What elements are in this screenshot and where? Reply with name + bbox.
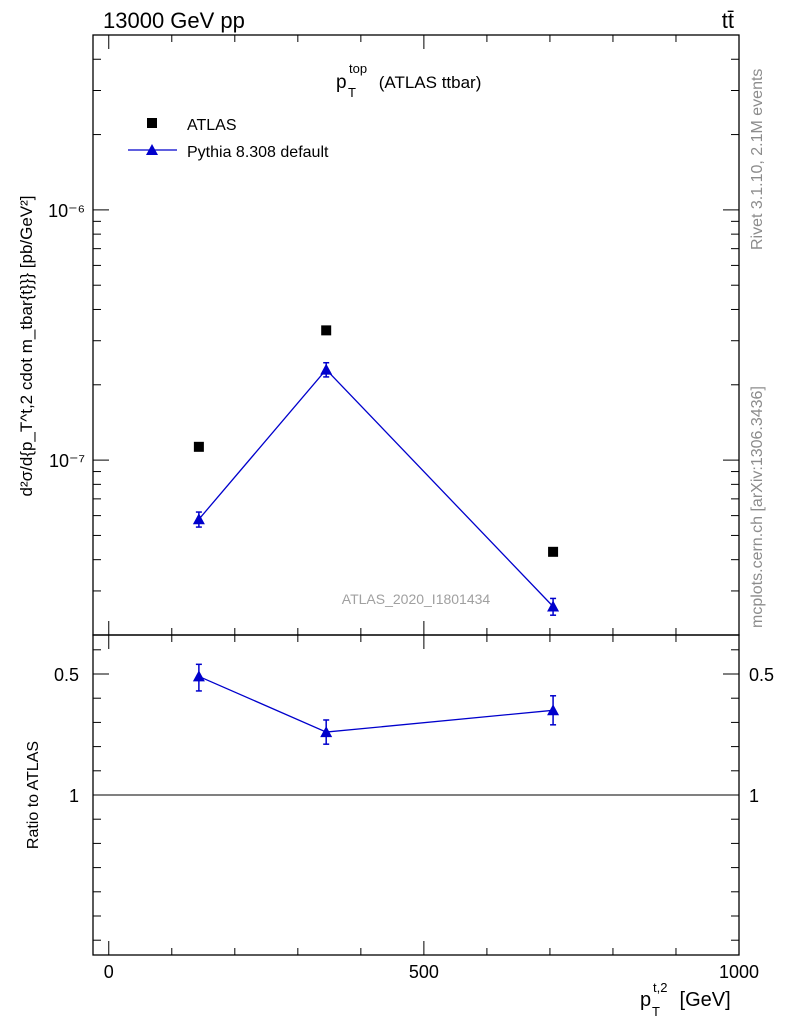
analysis-watermark: ATLAS_2020_I1801434	[342, 591, 491, 607]
x-tick-label: 1000	[719, 962, 759, 982]
chart-title: p T top (ATLAS ttbar)	[336, 61, 481, 100]
header-left: 13000 GeV pp	[103, 8, 245, 33]
ratio-y-tick-label-right: 0.5	[749, 665, 774, 685]
xlabel-main: p	[640, 989, 651, 1011]
legend-pythia-label: Pythia 8.308 default	[187, 144, 329, 161]
title-sup: top	[349, 61, 367, 76]
main-panel: 10⁻⁷ 10⁻⁶ p T top (ATLAS ttbar) ATLAS Pyt…	[17, 34, 740, 636]
pythia-point	[320, 363, 333, 375]
ratio-point	[320, 726, 333, 738]
atlas-point	[321, 325, 332, 336]
ratio-point	[192, 670, 205, 682]
ratio-frame	[92, 634, 740, 956]
pythia-line	[198, 368, 554, 607]
ratio-y-tick-label: 1	[69, 786, 79, 806]
main-data-marks	[192, 325, 560, 616]
legend-atlas-label: ATLAS	[187, 117, 237, 134]
main-y-label: d²σ/d{p_T^t,2 cdot m_tbar{t}}} [pb/GeV²]	[17, 195, 36, 496]
rivet-label: Rivet 3.1.10, 2.1M events	[749, 69, 766, 250]
title-sub: T	[348, 85, 356, 100]
header-right: tt̄	[722, 8, 734, 33]
atlas-point	[193, 441, 204, 452]
atlas-point	[548, 546, 559, 557]
title-rest: (ATLAS ttbar)	[374, 73, 481, 92]
x-axis-label: p T t,2 [GeV]	[640, 980, 731, 1019]
main-y-tick-label: 10⁻⁷	[49, 451, 85, 471]
x-tick-label: 0	[104, 962, 114, 982]
ratio-y-label: Ratio to ATLAS	[25, 741, 42, 849]
pythia-point	[192, 513, 205, 525]
legend-pythia-marker	[146, 144, 158, 155]
title-main: p	[336, 72, 347, 93]
xlabel-sub: T	[652, 1004, 660, 1019]
ratio-y-tick-label: 0.5	[54, 665, 79, 685]
legend: ATLAS Pythia 8.308 default	[128, 117, 329, 161]
x-tick-label: 500	[409, 962, 439, 982]
ratio-line	[198, 675, 554, 733]
legend-atlas-marker	[147, 118, 157, 128]
ratio-pythia-curve	[192, 663, 560, 745]
pythia-point	[547, 600, 560, 612]
mcplots-label: mcplots.cern.ch [arXiv:1306.3436]	[749, 386, 766, 628]
main-y-tick-label: 10⁻⁶	[48, 201, 85, 221]
ratio-y-tick-label-right: 1	[749, 786, 759, 806]
xlabel-sup: t,2	[653, 980, 667, 995]
xlabel-rest: [GeV]	[674, 989, 731, 1011]
ratio-point	[547, 704, 560, 716]
pythia-curve	[198, 368, 554, 607]
